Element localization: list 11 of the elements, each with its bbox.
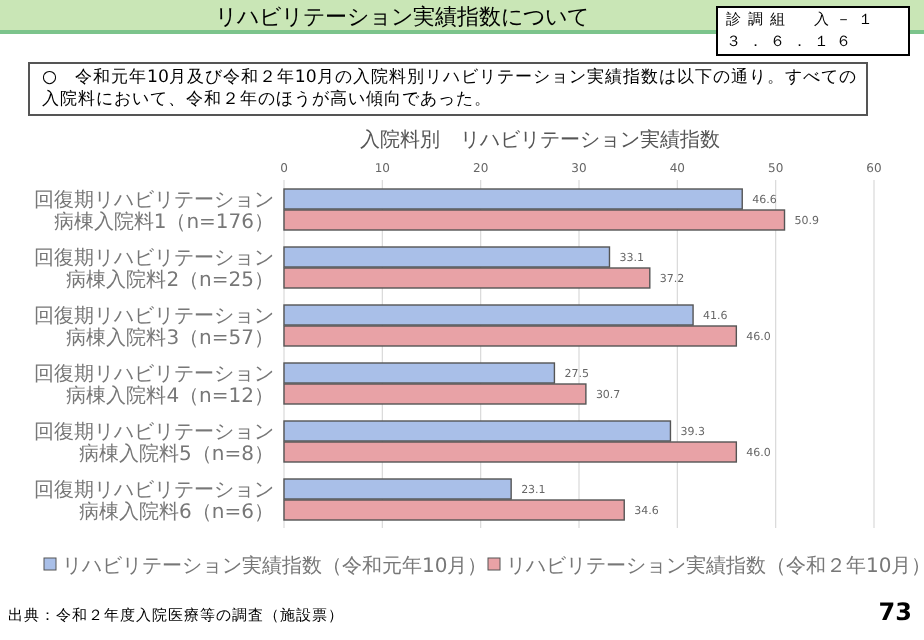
legend-label: リハビリテーション実績指数（令和元年10月）	[62, 554, 488, 578]
annotation: ○ 令和元年10月及び令和２年10月の入院料別リハビリテーション実績指数は以下の通り。すべての入院料において、令和２年のほうが高い傾向であった。	[28, 62, 868, 116]
y-tick-label: 回復期リハビリテーション病棟入院料4（n=12）	[34, 362, 274, 408]
y-tick-label: 回復期リハビリテーション病棟入院料2（n=25）	[34, 246, 274, 292]
y-tick-label: 回復期リハビリテーション病棟入院料1（n=176）	[34, 188, 274, 234]
y-tick-label: 回復期リハビリテーション病棟入院料5（n=8）	[34, 420, 274, 466]
annotation: 73	[878, 598, 912, 626]
chart-title: 入院料別 リハビリテーション実績指数	[360, 128, 720, 152]
y-tick-label: 回復期リハビリテーション病棟入院料3（n=57）	[34, 304, 274, 350]
legend-label: リハビリテーション実績指数（令和２年10月）	[506, 554, 924, 578]
y-tick-label: 回復期リハビリテーション病棟入院料6（n=6）	[34, 478, 274, 524]
